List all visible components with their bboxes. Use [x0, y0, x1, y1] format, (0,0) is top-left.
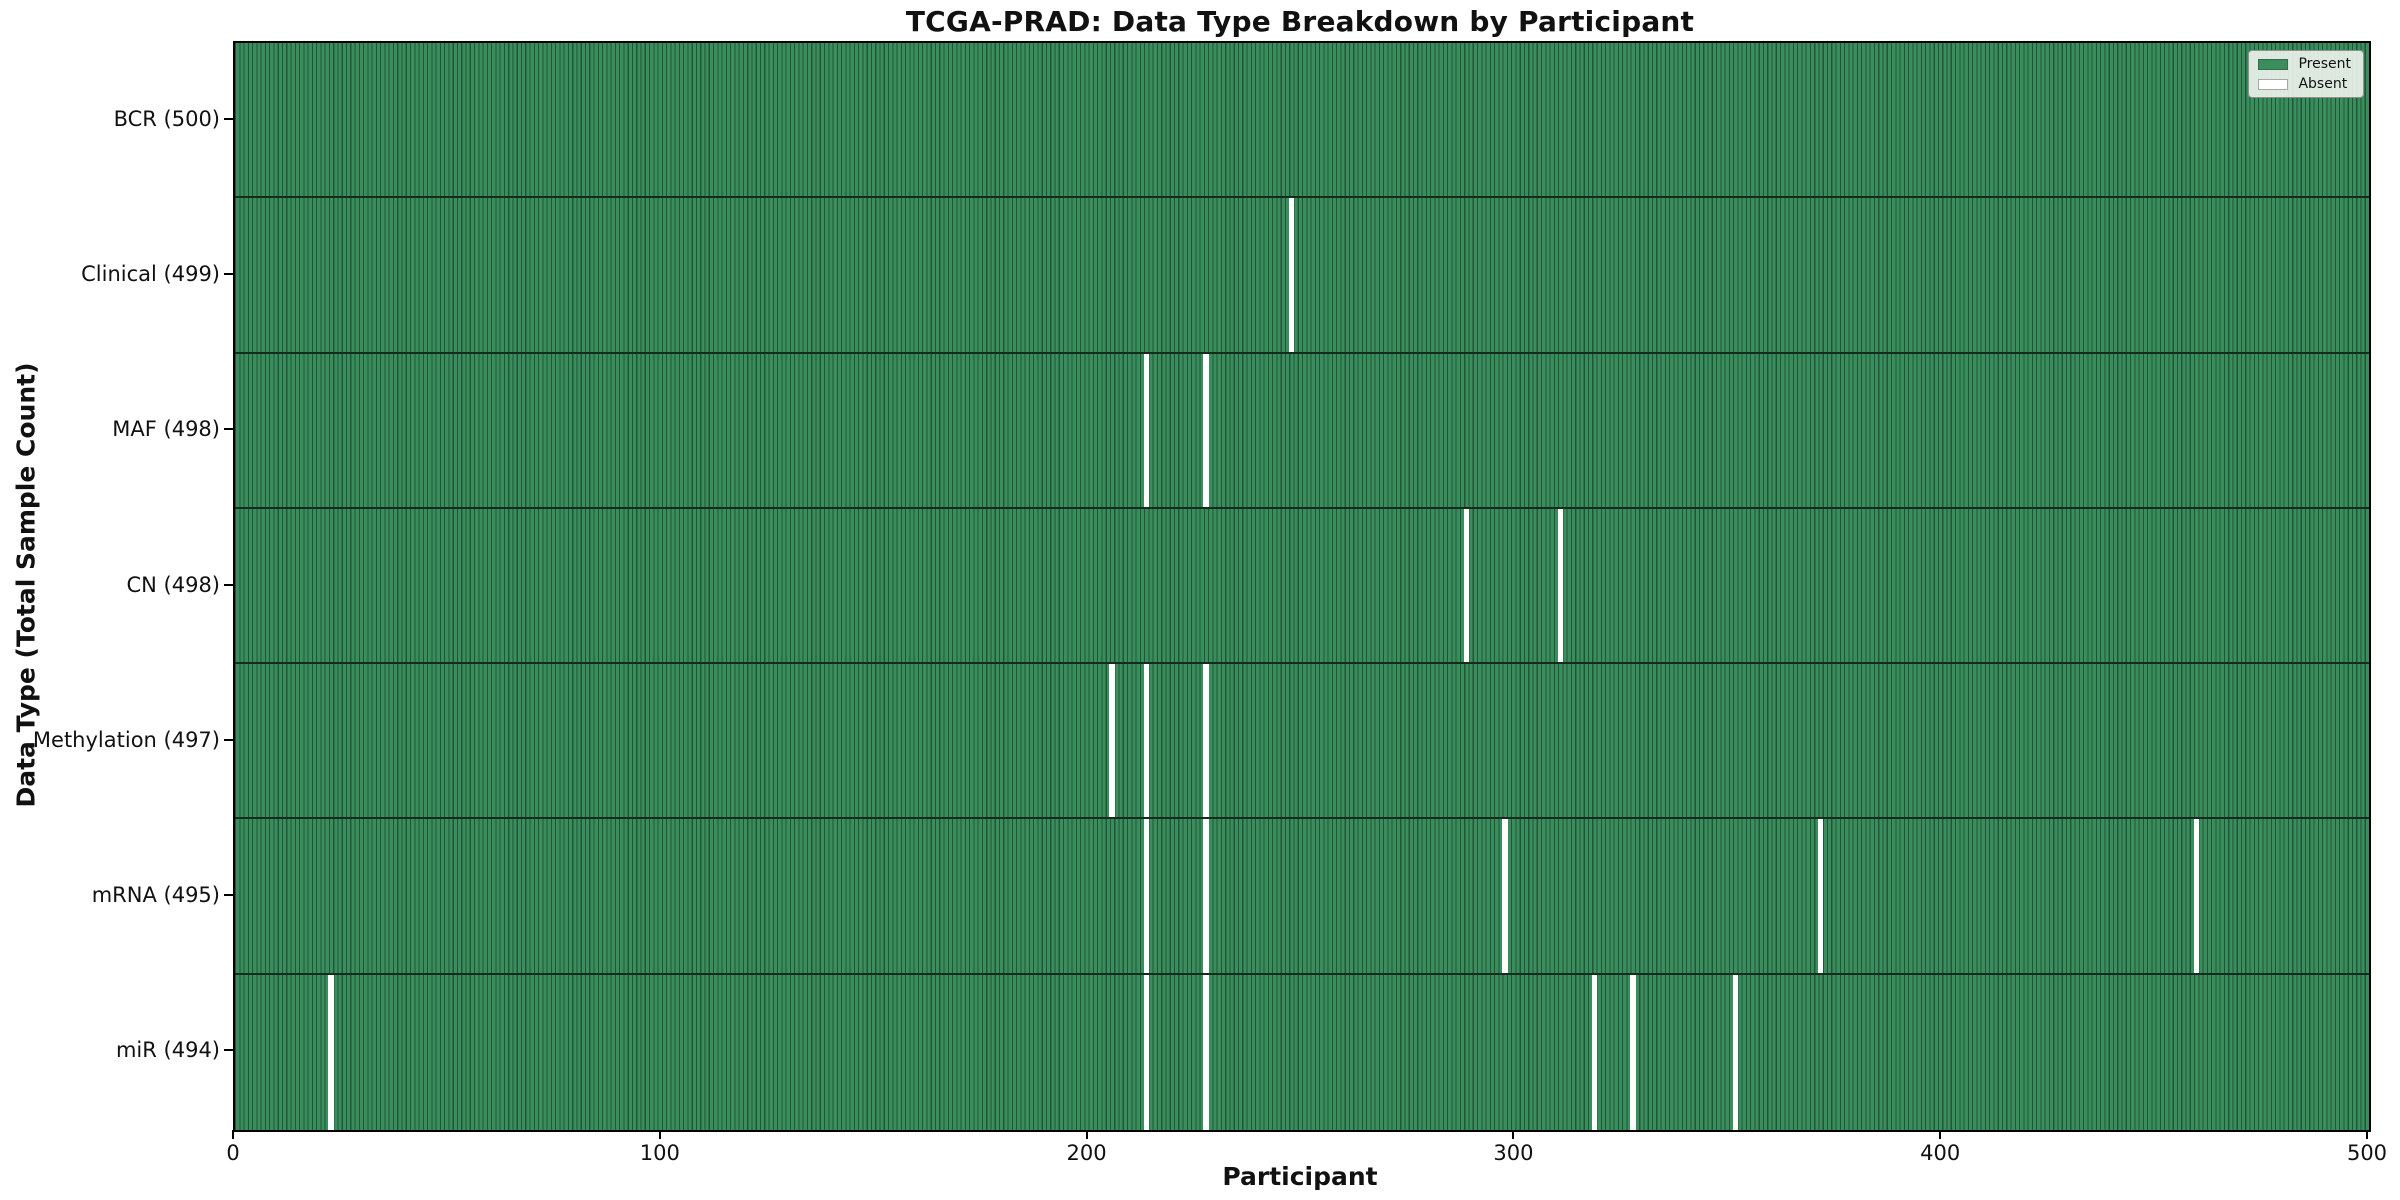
absent-gap-mir-213	[1143, 974, 1150, 1130]
absent-gap-mrna-297	[1502, 819, 1508, 973]
row-mir	[235, 974, 2369, 1130]
plot-area: Present Absent	[233, 41, 2371, 1132]
y-tick-bcr	[224, 117, 233, 120]
x-tick-100	[658, 1130, 661, 1139]
legend-label-present: Present	[2298, 56, 2351, 72]
absent-gap-mir-318	[1591, 974, 1598, 1130]
legend-entry-present: Present	[2258, 57, 2351, 71]
x-axis-title: Participant	[1222, 1162, 1378, 1191]
x-tick-0	[232, 1130, 234, 1139]
row-maf	[235, 353, 2369, 509]
y-tick-label-methylation: Methylation (497)	[32, 727, 220, 752]
legend-entry-absent: Absent	[2258, 77, 2351, 91]
absent-gap-methylation-227	[1203, 664, 1209, 818]
y-tick-label-cn: CN (498)	[126, 572, 220, 597]
absent-gap-maf-213	[1143, 353, 1150, 507]
absent-gap-mir-22	[328, 974, 334, 1130]
row-bcr	[235, 43, 2369, 199]
x-tick-label-500: 500	[2346, 1141, 2388, 1165]
y-tick-maf	[224, 428, 233, 431]
absent-gap-maf-227	[1203, 353, 1209, 507]
row-mrna	[235, 819, 2369, 975]
absent-gap-methylation-213	[1143, 664, 1150, 818]
absent-gap-cn-288	[1463, 508, 1470, 663]
y-tick-label-clinical: Clinical (499)	[81, 261, 220, 286]
x-tick-label-400: 400	[1920, 1141, 1961, 1165]
absent-gap-methylation-205	[1109, 664, 1115, 818]
y-tick-methylation	[224, 738, 233, 741]
absent-gap-mir-227	[1203, 974, 1209, 1130]
x-tick-200	[1085, 1130, 1088, 1139]
x-tick-label-200: 200	[1066, 1141, 1107, 1165]
absent-gap-cn-310	[1557, 508, 1564, 663]
y-tick-mrna	[224, 894, 233, 897]
row-cn	[235, 508, 2369, 665]
y-tick-mir	[224, 1049, 233, 1052]
legend: Present Absent	[2248, 50, 2364, 98]
y-tick-label-maf: MAF (498)	[112, 417, 220, 442]
x-tick-400	[1939, 1130, 1942, 1139]
row-clinical	[235, 198, 2369, 354]
x-tick-label-100: 100	[639, 1141, 680, 1165]
absent-gap-mir-327	[1630, 974, 1636, 1130]
y-tick-label-mrna: mRNA (495)	[91, 883, 220, 908]
y-tick-label-mir: miR (494)	[115, 1038, 220, 1063]
x-tick-500	[2366, 1130, 2368, 1139]
legend-swatch-absent	[2258, 78, 2289, 90]
x-tick-label-300: 300	[1493, 1141, 1534, 1165]
absent-gap-mrna-459	[2193, 819, 2199, 973]
absent-gap-mrna-227	[1203, 819, 1209, 973]
y-tick-clinical	[224, 272, 233, 275]
x-tick-label-0: 0	[226, 1141, 240, 1165]
x-tick-300	[1512, 1130, 1515, 1139]
row-methylation	[235, 664, 2369, 820]
absent-gap-mrna-371	[1817, 819, 1824, 973]
y-tick-cn	[224, 583, 233, 586]
absent-gap-clinical-247	[1288, 198, 1295, 352]
absent-gap-mrna-213	[1143, 819, 1150, 973]
chart-title: TCGA-PRAD: Data Type Breakdown by Partic…	[905, 5, 1695, 38]
y-tick-label-bcr: BCR (500)	[113, 106, 220, 131]
legend-label-absent: Absent	[2298, 76, 2348, 92]
legend-swatch-present	[2258, 58, 2289, 70]
absent-gap-mir-351	[1732, 974, 1739, 1130]
